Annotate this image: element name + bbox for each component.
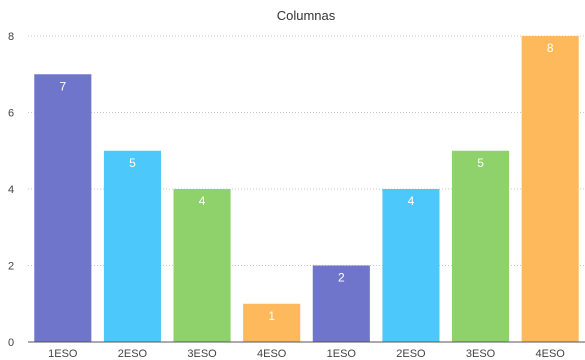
bar-3eso-3: [173, 189, 231, 342]
x-tick-label: 4ESO: [536, 348, 566, 360]
data-label: 4: [199, 194, 206, 208]
bars: [34, 36, 579, 342]
x-tick-label: 3ESO: [187, 348, 217, 360]
x-axis-ticks: 1ESO 2ESO 3ESO 4ESO 1ESO 2ESO 3ESO 4ESO: [48, 348, 565, 360]
bar-2eso-6: [382, 189, 440, 342]
data-label: 7: [59, 79, 66, 93]
bar-2eso-2: [103, 150, 161, 342]
data-labels: 7 5 4 1 2 4 5 8: [59, 41, 553, 323]
x-tick-label: 2ESO: [118, 348, 148, 360]
bar-3eso-7: [452, 150, 510, 342]
data-label: 2: [338, 271, 345, 285]
x-tick-label: 1ESO: [48, 348, 78, 360]
y-tick-label: 0: [8, 337, 14, 349]
y-tick-label: 2: [8, 261, 14, 273]
data-label: 4: [408, 194, 415, 208]
y-tick-label: 8: [8, 31, 14, 43]
y-tick-label: 4: [8, 184, 14, 196]
chart-title: Columnas: [277, 8, 336, 23]
y-axis-ticks: 0 2 4 6 8: [8, 31, 14, 349]
bar-4eso-4: [243, 303, 301, 342]
x-tick-label: 2ESO: [396, 348, 426, 360]
data-label: 8: [547, 41, 554, 55]
x-tick-label: 1ESO: [327, 348, 357, 360]
x-tick-label: 3ESO: [466, 348, 496, 360]
y-tick-label: 6: [8, 108, 14, 120]
data-label: 5: [129, 156, 136, 170]
bar-4eso-8: [521, 36, 579, 342]
data-label: 5: [477, 156, 484, 170]
x-tick-label: 4ESO: [257, 348, 287, 360]
data-label: 1: [268, 309, 275, 323]
bar-1eso-1: [34, 74, 92, 342]
bar-1eso-5: [312, 265, 370, 342]
